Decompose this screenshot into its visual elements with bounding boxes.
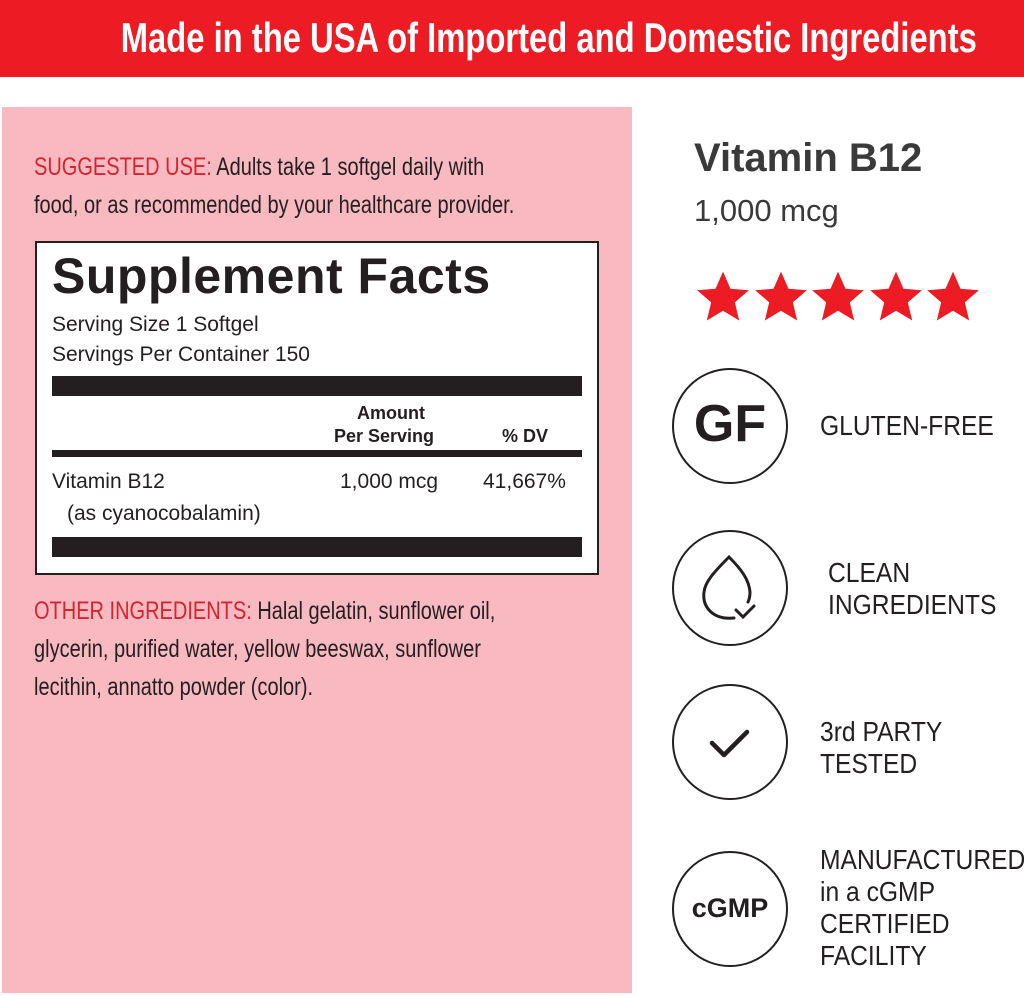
badge-line: INGREDIENTS — [828, 589, 997, 620]
divider-bottom — [52, 537, 582, 557]
other-ingredients: OTHER INGREDIENTS: Halal gelatin, sunflo… — [34, 592, 774, 706]
servings-per-container: Servings Per Container 150 — [52, 343, 310, 366]
badge-line: CLEAN — [828, 557, 911, 588]
star-icon — [867, 268, 925, 326]
star-icon — [694, 268, 752, 326]
other-ingredients-text-3: lecithin, annatto powder (color). — [34, 673, 314, 701]
badge-third-party-tested: 3rd PARTY TESTED — [820, 716, 959, 780]
col-dv: % DV — [502, 426, 549, 446]
gf-glyph: GF — [693, 395, 767, 453]
checkmark-icon — [672, 684, 788, 800]
other-ingredients-text: Halal gelatin, sunflower oil, — [251, 597, 496, 625]
col-amount: Amount — [357, 403, 425, 423]
serving-size: Serving Size 1 Softgel — [52, 313, 259, 336]
suggested-use-text: Adults take 1 softgel daily with — [211, 153, 485, 181]
nutrient-dv: 41,667% — [483, 470, 566, 493]
other-ingredients-label: OTHER INGREDIENTS: — [34, 597, 252, 625]
divider-thick — [52, 376, 582, 396]
suggested-use-label: SUGGESTED USE: — [34, 153, 212, 181]
product-dose: 1,000 mcg — [694, 193, 839, 228]
badge-line: FACILITY — [820, 940, 927, 971]
badge-line: in a cGMP — [820, 876, 936, 907]
badge-line: MANUFACTURED — [820, 844, 1024, 875]
banner-text: Made in the USA of Imported and Domestic… — [120, 14, 977, 61]
suggested-use: SUGGESTED USE: Adults take 1 softgel dai… — [34, 148, 774, 224]
other-ingredients-text-2: glycerin, purified water, yellow beeswax… — [34, 635, 481, 663]
star-icon — [809, 268, 867, 326]
divider-medium — [52, 450, 582, 457]
badge-line: CERTIFIED — [820, 908, 950, 939]
star-icon — [924, 268, 982, 326]
nutrient-source: (as cyanocobalamin) — [67, 502, 261, 525]
banner: Made in the USA of Imported and Domestic… — [0, 0, 1024, 77]
badge-line: TESTED — [820, 748, 918, 779]
droplet-check-icon — [672, 530, 788, 646]
suggested-use-text-2: food, or as recommended by your healthca… — [34, 191, 515, 219]
badge-clean-ingredients: CLEAN INGREDIENTS — [828, 557, 1019, 621]
cgmp-icon: cGMP — [672, 851, 788, 967]
col-per-serving: Per Serving — [334, 426, 435, 446]
cgmp-glyph: cGMP — [691, 893, 769, 923]
product-title: Vitamin B12 — [694, 136, 923, 180]
nutrient-amount: 1,000 mcg — [340, 470, 439, 493]
facts-title: Supplement Facts — [52, 248, 491, 304]
badge-cgmp: MANUFACTURED in a cGMP CERTIFIED FACILITY — [820, 844, 1024, 972]
gluten-free-icon: GF — [672, 368, 788, 484]
badge-gluten-free: GLUTEN-FREE — [820, 410, 1018, 442]
nutrient-name: Vitamin B12 — [52, 470, 165, 493]
star-icon — [752, 268, 810, 326]
badge-line: 3rd PARTY — [820, 716, 943, 747]
supplement-facts-panel: Supplement Facts Serving Size 1 Softgel … — [35, 241, 599, 575]
badge-line: GLUTEN-FREE — [820, 410, 994, 441]
